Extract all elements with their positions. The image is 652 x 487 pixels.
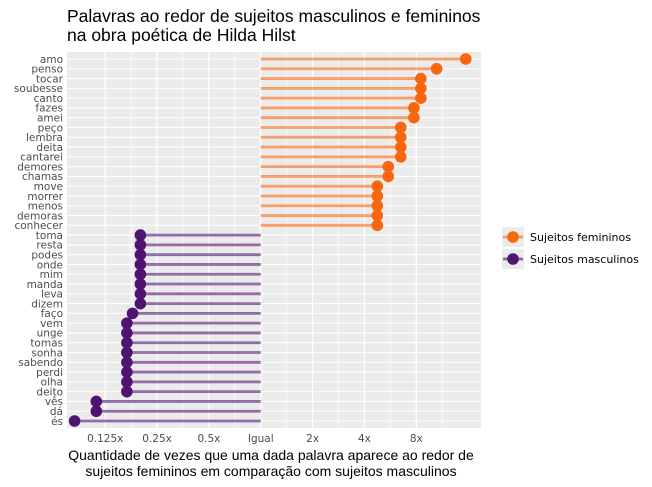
x-tick-label: 4x <box>358 433 371 445</box>
y-tick-tomas: tomas <box>30 338 63 350</box>
dot-move <box>371 180 384 192</box>
dot-menos <box>371 199 384 212</box>
y-tick-dizem: dizem <box>31 298 63 310</box>
dot-demoras <box>371 209 384 222</box>
dot-mim <box>134 268 147 281</box>
x-tick-label: 0.5x <box>197 433 220 445</box>
dot-manda <box>134 278 147 290</box>
dot-sabendo <box>121 356 133 369</box>
y-tick-dá: dá <box>50 406 63 418</box>
y-tick-demores: demores <box>17 161 63 173</box>
y-tick-resta: resta <box>36 240 63 252</box>
dot-soubesse <box>415 82 427 95</box>
dot-resta <box>134 239 147 251</box>
dot-peço <box>394 121 407 134</box>
dot-fazes <box>408 102 420 114</box>
dot-tomas <box>121 336 133 349</box>
x-axis-label-line-2: sujeitos femininos em comparação com suj… <box>85 463 456 479</box>
y-tick-sabendo: sabendo <box>18 357 63 369</box>
dot-és <box>68 415 81 427</box>
dot-unge <box>121 327 133 339</box>
y-tick-toma: toma <box>36 230 63 242</box>
y-tick-olha: olha <box>41 377 63 389</box>
y-tick-peço: peço <box>38 122 63 134</box>
dot-amo <box>459 53 472 65</box>
dot-deita <box>394 141 407 153</box>
y-tick-soubesse: soubesse <box>14 83 63 95</box>
dot-olha <box>121 376 133 388</box>
dot-faço <box>126 307 139 320</box>
x-tick-labels: 0.125x 0.25x 0.5x Igual 2x 4x 8x <box>87 433 423 445</box>
dot-tocar <box>415 72 427 85</box>
chart-title-line-2: na obra poética de Hilda Hilst <box>67 25 296 45</box>
lollipop-stems <box>74 57 466 423</box>
dot-perdi <box>121 366 133 378</box>
legend-label: Sujeitos masculinos <box>530 253 639 266</box>
dot-amei <box>408 111 420 124</box>
y-tick-perdi: perdi <box>36 367 63 379</box>
y-tick-deito: deito <box>36 386 63 398</box>
y-tick-chamas: chamas <box>22 171 63 183</box>
dot-lembra <box>394 131 407 144</box>
y-tick-tocar: tocar <box>36 73 64 85</box>
dot-toma <box>134 229 147 241</box>
y-tick-és: és <box>51 416 63 428</box>
legend-label: Sujeitos femininos <box>530 231 631 244</box>
x-axis-label-line-1: Quantidade de vezes que uma dada palavra… <box>68 447 474 463</box>
dot-leva <box>134 288 147 300</box>
y-tick-penso: penso <box>31 64 63 76</box>
y-tick-onde: onde <box>37 259 63 271</box>
y-tick-faço: faço <box>41 308 63 320</box>
y-tick-podes: podes <box>31 249 63 261</box>
y-tick-amei: amei <box>37 113 63 125</box>
dot-demores <box>382 160 395 173</box>
y-tick-morrer: morrer <box>27 191 63 203</box>
y-tick-lembra: lembra <box>26 132 63 144</box>
dot-conhecer <box>371 219 384 232</box>
dot-cantarei <box>394 151 407 163</box>
legend-key-dot <box>507 253 519 265</box>
dot-deito <box>121 385 133 398</box>
legend-key-dot <box>507 231 519 243</box>
x-tick-label: 0.25x <box>142 433 172 445</box>
dot-podes <box>134 248 147 261</box>
y-tick-cantarei: cantarei <box>20 152 63 164</box>
y-tick-amo: amo <box>40 54 63 66</box>
dot-onde <box>134 258 147 271</box>
dot-vês <box>90 395 103 408</box>
y-tick-vem: vem <box>40 318 63 330</box>
y-tick-fazes: fazes <box>35 103 63 115</box>
y-tick-conhecer: conhecer <box>14 220 63 232</box>
dot-dá <box>90 405 103 418</box>
y-tick-unge: unge <box>37 328 63 340</box>
x-tick-label: 8x <box>410 433 423 445</box>
y-tick-move: move <box>34 181 63 193</box>
chart-title-line-1: Palavras ao redor de sujeitos masculinos… <box>67 6 481 26</box>
y-tick-menos: menos <box>28 201 63 213</box>
y-tick-labels: amopensotocarsoubessecantofazesameipeçol… <box>14 54 64 428</box>
legend: Sujeitos femininos Sujeitos masculinos <box>502 227 639 269</box>
y-tick-canto: canto <box>34 93 63 105</box>
dot-sonha <box>121 346 133 359</box>
x-tick-label: 2x <box>306 433 319 445</box>
x-tick-label: Igual <box>248 433 274 445</box>
y-tick-demoras: demoras <box>17 210 63 222</box>
dot-dizem <box>134 297 147 310</box>
y-tick-leva: leva <box>41 289 63 301</box>
dot-canto <box>415 92 427 104</box>
lollipop-dots <box>68 53 472 427</box>
dot-chamas <box>382 170 395 183</box>
y-tick-sonha: sonha <box>31 347 63 359</box>
x-tick-label: 0.125x <box>87 433 123 445</box>
y-tick-deita: deita <box>36 142 63 154</box>
y-tick-vês: vês <box>45 396 63 408</box>
dot-morrer <box>371 190 384 202</box>
dot-penso <box>430 62 443 75</box>
dot-vem <box>121 317 133 329</box>
y-tick-manda: manda <box>27 279 63 291</box>
y-tick-mim: mim <box>40 269 63 281</box>
